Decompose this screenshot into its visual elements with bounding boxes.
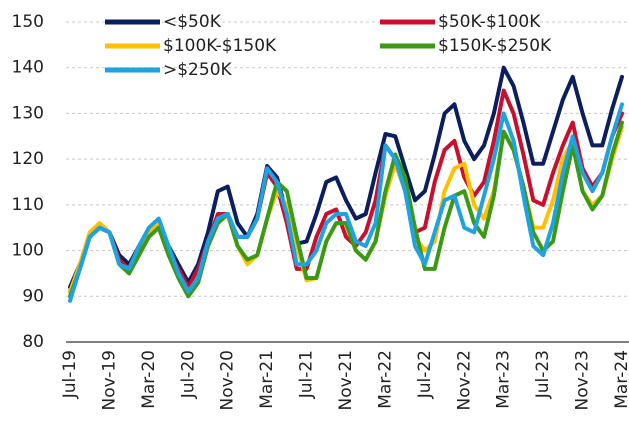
legend-item: <$50K [105,12,222,32]
x-tick-label: Mar-24 [612,350,629,409]
legend-label: $50K-$100K [438,12,541,32]
x-tick-label: Nov-22 [454,350,474,411]
y-tick-label: 140 [12,58,44,78]
x-tick-label: Jul-19 [60,350,80,399]
y-tick-label: 120 [12,149,44,169]
legend-item: $100K-$150K [105,36,277,56]
x-tick-label: Nov-19 [99,350,119,411]
x-tick-label: Nov-23 [573,350,593,411]
legend-item: $50K-$100K [380,12,541,32]
x-tick-label: Mar-22 [375,350,395,409]
legend-label: $100K-$150K [163,36,277,56]
legend-item: >$250K [105,60,233,80]
x-tick-label: Nov-21 [336,350,356,411]
x-tick-label: Mar-23 [494,350,514,409]
y-tick-label: 80 [22,332,44,352]
x-tick-label: Jul-21 [297,350,317,399]
legend-label: >$250K [163,60,233,80]
series-line [68,102,624,303]
y-tick-label: 150 [12,12,44,32]
x-tick-label: Mar-20 [139,350,159,409]
legend-label: <$50K [163,12,222,32]
legend-item: $150K-$250K [380,36,552,56]
x-tick-label: Mar-21 [257,350,277,409]
series-line [68,88,624,294]
series-line [68,125,624,294]
y-tick-label: 130 [12,103,44,123]
series-line [68,120,624,299]
y-tick-label: 90 [22,286,44,306]
y-tick-label: 100 [12,241,44,261]
x-tick-label: Jul-23 [533,350,553,399]
legend-label: $150K-$250K [438,36,552,56]
x-tick-label: Nov-20 [218,350,238,411]
x-tick-label: Jul-22 [415,350,435,399]
x-tick-label: Jul-20 [178,350,198,399]
series-line [68,65,624,290]
y-tick-label: 110 [12,195,44,215]
